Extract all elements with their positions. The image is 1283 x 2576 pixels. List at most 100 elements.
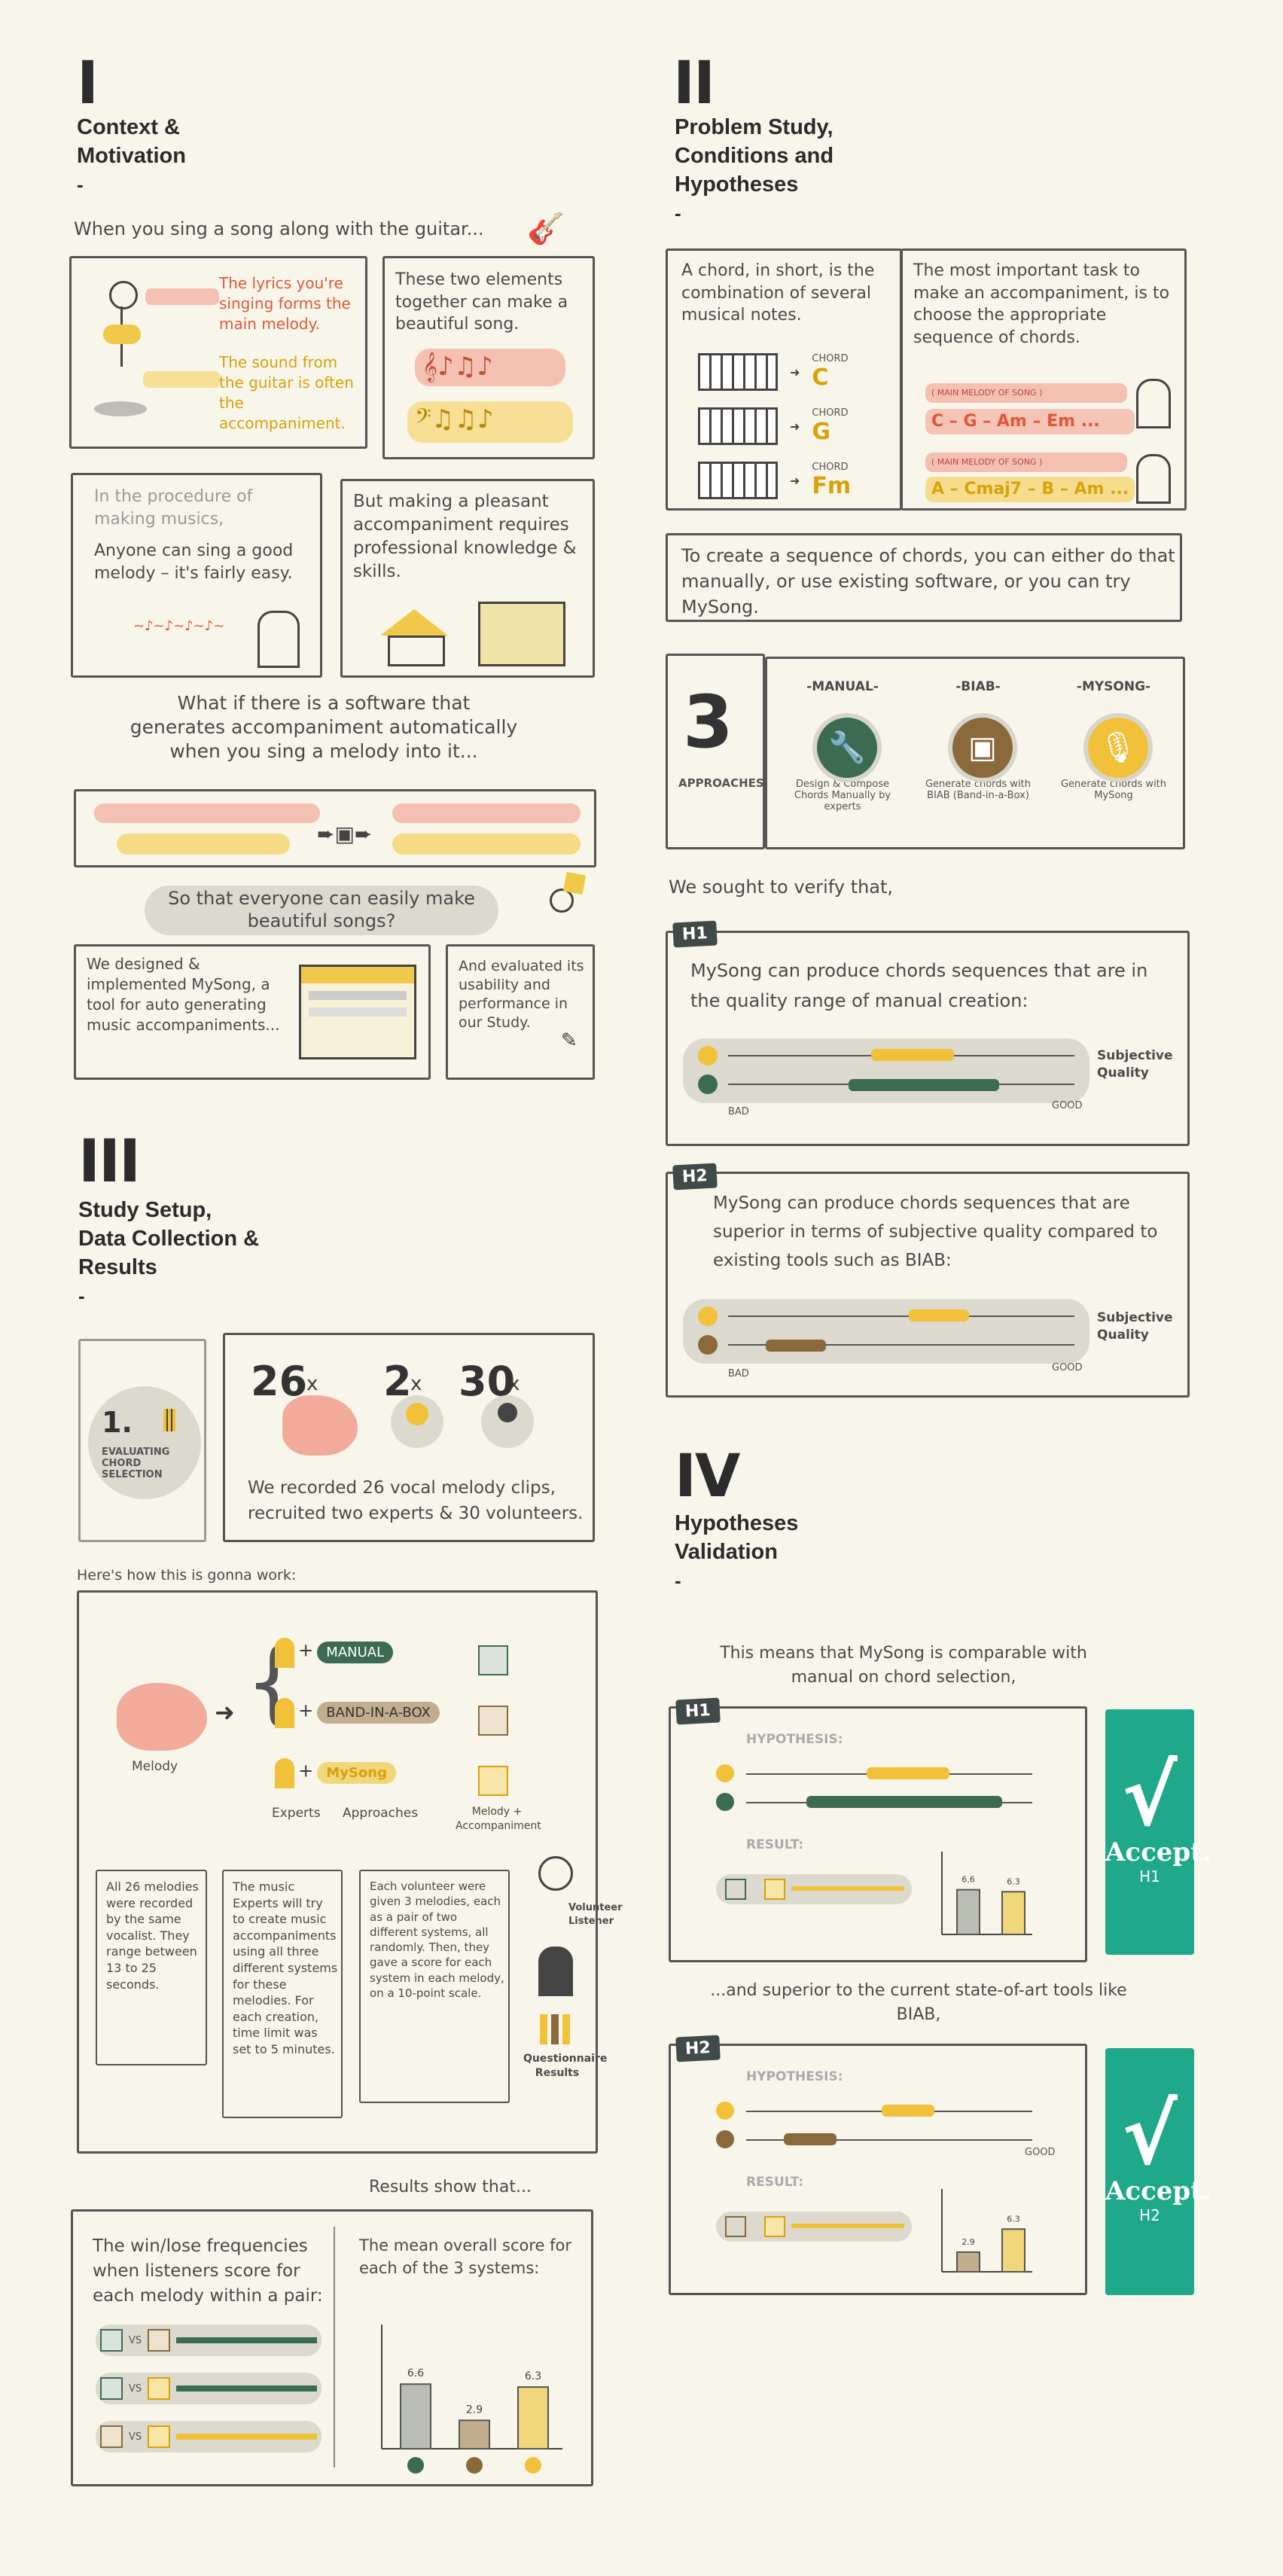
biab-icon	[698, 1335, 718, 1355]
v-h2-result-label: RESULT:	[746, 2175, 804, 2190]
accomp-notes-icon	[143, 371, 221, 388]
singer-small-icon	[1136, 454, 1171, 504]
manual-icon	[716, 1793, 734, 1811]
approach-biab: -BIAB- ▣ Generate chords with BIAB (Band…	[918, 678, 1038, 801]
manual-file-icon	[100, 2377, 123, 2400]
guitar-icon: 🎸	[527, 212, 565, 246]
accept-label: Accept.	[1105, 1837, 1211, 1867]
section-3-title: Study Setup, Data Collection & Results -	[78, 1196, 259, 1310]
h2-scale	[683, 1299, 1089, 1364]
h2-tag: H2	[672, 1163, 718, 1190]
empty-accomp-icon	[117, 834, 290, 855]
v-h2-winlose	[716, 2212, 912, 2242]
approach-manual-desc: Design & Compose Chords Manually by expe…	[794, 778, 891, 812]
participants-panel: 26 x 2 x 30 x We recorded 26 vocal melod…	[223, 1333, 595, 1542]
bar-manual	[400, 2383, 431, 2449]
volunteer-label: Volunteer Listener	[568, 1902, 623, 1927]
v-h1-chart: 6.6 6.3	[941, 1852, 1032, 1935]
bar-value-label: 6.3	[1007, 2214, 1020, 2224]
biab-file-icon	[148, 2329, 171, 2352]
manual-icon	[698, 1075, 718, 1094]
evaluated-text: And evaluated its usability and performa…	[459, 958, 584, 1031]
mysong-pill: MySong	[317, 1761, 396, 1784]
output-accomp-icon	[392, 834, 581, 855]
bar-value-label: 6.3	[525, 2370, 541, 2382]
verify-text: We sought to verify that,	[669, 876, 894, 898]
winlose-text: The win/lose frequencies when listeners …	[93, 2236, 323, 2306]
stick-figure-icon	[94, 281, 147, 416]
section-2-title-line: Hypotheses	[675, 172, 799, 197]
chord-seq-1: C – G – Am – Em ...	[925, 409, 1135, 434]
bar-biab	[956, 2251, 980, 2273]
x-mark: x	[410, 1373, 422, 1395]
section-3-title-line: Study Setup,	[78, 1198, 212, 1222]
approach-dot-icon	[407, 2457, 424, 2474]
expert-icon	[275, 1698, 294, 1728]
v-h1-panel: HYPOTHESIS: RESULT: 6.6 6.3	[669, 1706, 1087, 1962]
experts-label: Experts	[272, 1806, 321, 1821]
chord-label: CHORD	[812, 407, 849, 419]
mean-text: The mean overall score for each of the 3…	[359, 2236, 571, 2277]
melody-tag-2: ( MAIN MELODY OF SONG )	[925, 453, 1127, 472]
approach-dot-icon	[525, 2457, 541, 2474]
sothat-bubble	[145, 886, 498, 935]
questionnaire-label: Questionnaire Results	[523, 2053, 608, 2079]
piano-keys-icon	[698, 462, 778, 499]
section-1-dash: -	[77, 173, 84, 196]
approach-manual-tag: -MANUAL-	[806, 679, 879, 694]
two-elements-panel: These two elements together can make a b…	[382, 256, 595, 459]
biab-pill: BAND-IN-A-BOX	[317, 1701, 440, 1724]
h1-tag: H1	[672, 920, 718, 948]
piano-keys-icon	[698, 353, 778, 391]
mel-acc-label: Melody + Accompaniment	[456, 1806, 541, 1832]
sound-note: The sound from the guitar is often the a…	[219, 353, 354, 432]
v-h2-chart: 2.9 6.3	[941, 2189, 1032, 2273]
howwork-text: Here's how this is gonna work:	[77, 1567, 297, 1584]
h2-bad: BAD	[728, 1368, 749, 1379]
section-4-dash: -	[675, 1569, 681, 1592]
manual-file-icon	[100, 2329, 123, 2352]
accept-h1-label: H1	[1139, 1867, 1160, 1886]
means-text: This means that MySong is comparable wit…	[720, 1644, 1087, 1687]
volunteer-icon	[481, 1395, 534, 1448]
bass-staff-icon: 𝄢♫♫♪	[407, 401, 573, 443]
winlose-list: VS VS VS	[96, 2324, 322, 2453]
workflow-row-manual: + MANUAL	[275, 1638, 394, 1668]
workflow-row-biab: + BAND-IN-A-BOX	[275, 1698, 440, 1728]
h2-axis-label: Subjective Quality	[1097, 1310, 1173, 1343]
section-4-number: IV	[675, 1443, 740, 1511]
approach-biab-desc: Generate chords with BIAB (Band-in-a-Box…	[925, 778, 1032, 801]
and-superior-text: ...and superior to the current state-of-…	[710, 1981, 1127, 2024]
procedure-text: In the procedure of making musics,	[94, 487, 253, 529]
chord-fm: Fm	[812, 473, 852, 499]
section-3-title-line: Results	[78, 1255, 157, 1279]
results-show-text: Results show that...	[369, 2178, 532, 2196]
section-1-title-line: Motivation	[77, 144, 186, 168]
melody-track-icon	[94, 803, 320, 823]
treble-staff-icon: 𝄞♪♫♪	[415, 349, 565, 386]
h2-text: MySong can produce chords sequences that…	[713, 1193, 1158, 1270]
three-number: 3	[683, 680, 733, 764]
results-bars-icon	[540, 2014, 570, 2044]
mysong-icon	[716, 1764, 734, 1782]
accept-h2-badge: √ Accept. H2	[1105, 2048, 1211, 2295]
results-panel: The win/lose frequencies when listeners …	[71, 2209, 593, 2486]
v-h2-tag: H2	[675, 2035, 721, 2062]
task-panel: The most important task to make an accom…	[901, 248, 1187, 511]
listener-icon	[538, 1946, 573, 1996]
vs-label: VS	[129, 2334, 142, 2346]
designed-text: We designed & implemented MySong, a tool…	[87, 955, 280, 1034]
manual-pill: MANUAL	[317, 1641, 394, 1663]
melody-tag-1: ( MAIN MELODY OF SONG )	[925, 383, 1127, 403]
output-melody-icon	[392, 803, 581, 823]
arrow-icon: ➜	[215, 1698, 235, 1727]
bar-mysong	[517, 2386, 549, 2449]
biab-icon	[716, 2130, 734, 2148]
section-3-title-line: Data Collection &	[78, 1227, 260, 1251]
house-icon	[373, 609, 456, 666]
designed-panel: We designed & implemented MySong, a tool…	[74, 944, 431, 1080]
but-panel: But making a pleasant accompaniment requ…	[340, 479, 595, 678]
output-file-icon	[478, 1706, 508, 1736]
check-icon: √	[1122, 1748, 1178, 1844]
listener-figure-icon	[258, 611, 300, 668]
